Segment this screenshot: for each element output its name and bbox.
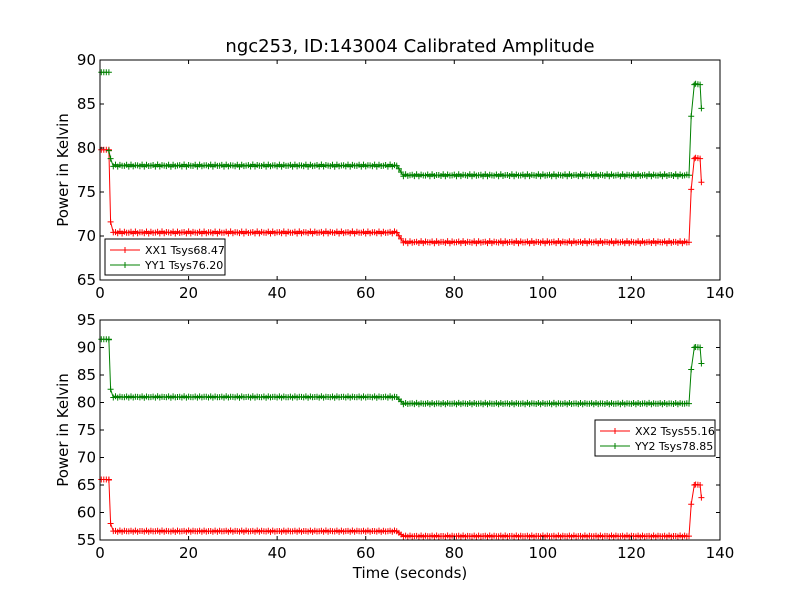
plot-frame bbox=[99, 59, 721, 281]
y-tick-label: 85 bbox=[77, 95, 96, 113]
x-tick-label: 80 bbox=[445, 284, 464, 302]
y-tick-label: 75 bbox=[77, 421, 96, 439]
y-axis-label: Power in Kelvin bbox=[54, 373, 72, 487]
x-axis-label: Time (seconds) bbox=[352, 564, 468, 582]
y-tick-label: 65 bbox=[77, 271, 96, 289]
y-tick-label: 55 bbox=[77, 531, 96, 549]
legend-marker bbox=[612, 443, 618, 449]
y-tick-label: 90 bbox=[77, 51, 96, 69]
y-axis-label: Power in Kelvin bbox=[54, 113, 72, 227]
x-tick-label: 20 bbox=[179, 544, 198, 562]
y-tick-label: 80 bbox=[77, 139, 96, 157]
x-tick-label: 80 bbox=[445, 544, 464, 562]
x-tick-label: 100 bbox=[529, 544, 558, 562]
legend-label: YY1 Tsys76.20 bbox=[144, 259, 223, 272]
y-tick-label: 80 bbox=[77, 394, 96, 412]
top-subplot: 0 20 40 60 80 100 120 140 65 70 75 80 85 90 Power in K… bbox=[54, 51, 734, 302]
figure-title: ngc253, ID:143004 Calibrated Amplitude bbox=[225, 36, 594, 57]
legend: XX2 Tsys55.16 YY2 Tsys78.85 bbox=[594, 419, 716, 457]
legend-marker bbox=[612, 428, 618, 434]
series-1-2 bbox=[98, 69, 705, 180]
x-tick-label: 40 bbox=[268, 544, 287, 562]
legend-label: XX2 Tsys55.16 bbox=[635, 425, 715, 438]
x-tick-label: 140 bbox=[706, 544, 735, 562]
legend-marker bbox=[122, 262, 128, 268]
x-tick-label: 120 bbox=[617, 284, 646, 302]
legend-box bbox=[104, 238, 226, 276]
legend-label: XX1 Tsys68.47 bbox=[145, 244, 225, 257]
y-tick-label: 90 bbox=[77, 339, 96, 357]
legend-box bbox=[594, 419, 716, 457]
y-tick-label: 85 bbox=[77, 366, 96, 384]
x-tick-label: 0 bbox=[95, 284, 105, 302]
series-markers-1-segment-2 bbox=[105, 477, 705, 540]
x-tick-label: 60 bbox=[356, 544, 375, 562]
series-markers-2-segment-2 bbox=[105, 80, 705, 180]
bottom-subplot: 0 20 40 60 80 100 120 140 55 60 65 70 75 80 85 90 95 Powe… bbox=[54, 311, 734, 582]
x-tick-label: 100 bbox=[529, 284, 558, 302]
y-tick-label: 95 bbox=[77, 311, 96, 329]
y-tick-label: 70 bbox=[77, 449, 96, 467]
series-2-2 bbox=[98, 336, 705, 408]
legend-label: YY2 Tsys78.85 bbox=[634, 440, 713, 453]
series-2-1 bbox=[98, 476, 705, 540]
y-tick-label: 70 bbox=[77, 227, 96, 245]
series-markers-2-segment-1 bbox=[98, 69, 112, 76]
x-tick-label: 120 bbox=[617, 544, 646, 562]
x-tick-label: 60 bbox=[356, 284, 375, 302]
series-markers-2-segment-2 bbox=[105, 336, 705, 408]
x-tick-label: 0 bbox=[95, 544, 105, 562]
x-tick-label: 20 bbox=[179, 284, 198, 302]
x-tick-label: 140 bbox=[706, 284, 735, 302]
x-tick-label: 40 bbox=[268, 284, 287, 302]
y-tick-label: 60 bbox=[77, 504, 96, 522]
y-tick-label: 65 bbox=[77, 476, 96, 494]
legend: XX1 Tsys68.47 YY1 Tsys76.20 bbox=[104, 238, 226, 276]
y-tick-label: 75 bbox=[77, 183, 96, 201]
legend-marker bbox=[122, 247, 128, 253]
